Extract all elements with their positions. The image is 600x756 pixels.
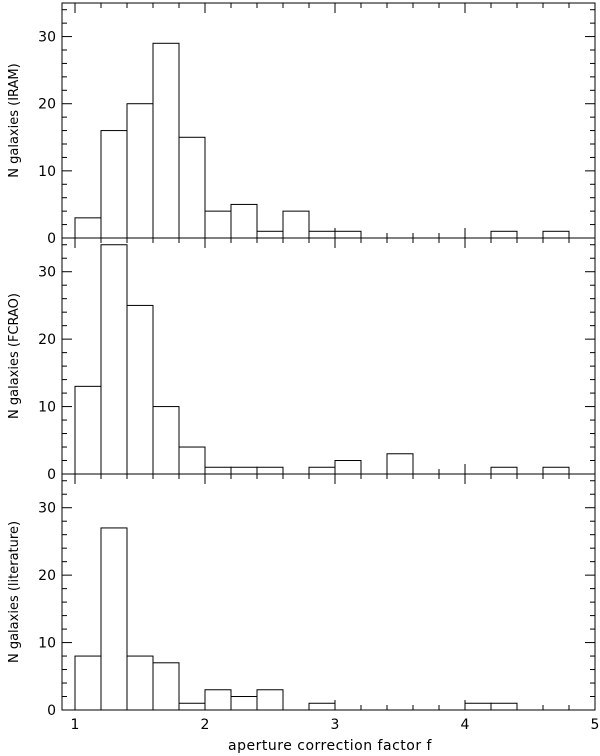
histogram-bar	[256, 230, 284, 239]
histogram-bar	[178, 702, 206, 711]
x-tick-label: 3	[331, 717, 340, 733]
histogram-bar	[464, 702, 492, 711]
x-axis-tick-labels: 1 2 3 4 5	[71, 717, 600, 733]
histogram-bar	[74, 385, 102, 475]
histogram-bar	[308, 466, 336, 475]
y-tick-label: 30	[38, 265, 56, 281]
y-tick-label: 20	[38, 97, 56, 113]
y-tick-label: 0	[47, 231, 56, 247]
histogram-bar	[204, 210, 232, 239]
plot-frame	[61, 473, 596, 711]
panel-bottom: 0 10 20 30 N galaxies (literature)	[7, 473, 596, 719]
histogram-bar	[230, 203, 258, 239]
histogram-bar	[490, 702, 518, 711]
y-tick-label: 20	[38, 568, 56, 584]
histogram-bar	[204, 689, 232, 711]
x-axis-label: aperture correction factor f	[228, 738, 432, 754]
histogram-bar	[178, 136, 206, 239]
panels-group: 0 10 20 30 N galaxies (IRAM) 0 10 20 30 N galaxie…	[7, 2, 596, 719]
y-tick-label: 20	[38, 332, 56, 348]
panel-middle: 0 10 20 30 N galaxies (FCRAO)	[7, 237, 596, 483]
y-axis-label: N galaxies (IRAM)	[7, 63, 22, 177]
y-tick-label: 10	[38, 636, 56, 652]
y-tick-label: 10	[38, 164, 56, 180]
y-tick-label: 10	[38, 400, 56, 416]
histogram-bar	[542, 466, 570, 475]
histogram-bar	[204, 466, 232, 475]
histogram-bar	[152, 406, 180, 475]
x-tick-label: 2	[201, 717, 210, 733]
x-tick-label: 5	[591, 717, 600, 733]
histogram-bar	[126, 103, 154, 239]
histogram-bar	[230, 696, 258, 711]
histogram-bar	[126, 655, 154, 711]
histogram-bar	[74, 217, 102, 239]
histogram-bar	[100, 244, 128, 475]
histogram-bar	[152, 42, 180, 239]
y-tick-label: 0	[47, 467, 56, 483]
x-tick-label: 4	[461, 717, 470, 733]
histogram-bar	[74, 655, 102, 711]
histogram-bar	[282, 210, 310, 239]
histogram-bar	[178, 446, 206, 475]
histogram-bar	[542, 230, 570, 239]
histogram-bar	[386, 453, 414, 475]
histogram-bar	[230, 466, 258, 475]
y-tick-label: 0	[47, 703, 56, 719]
plot-frame	[61, 2, 596, 239]
histogram-bar	[308, 230, 336, 239]
panel-top: 0 10 20 30 N galaxies (IRAM)	[7, 2, 596, 247]
histogram-bar	[490, 466, 518, 475]
histogram-bar	[490, 230, 518, 239]
y-axis-label: N galaxies (FCRAO)	[7, 293, 22, 419]
plot-frame	[61, 237, 596, 475]
histogram-bar	[126, 304, 154, 475]
y-tick-label: 30	[38, 30, 56, 46]
x-tick-label: 1	[71, 717, 80, 733]
histogram-bar	[334, 230, 362, 239]
histogram-bar	[256, 689, 284, 711]
y-tick-label: 30	[38, 501, 56, 517]
histogram-bar	[152, 662, 180, 711]
histogram-bar	[100, 527, 128, 711]
histogram-bar	[308, 702, 336, 711]
histogram-bar	[256, 466, 284, 475]
y-axis-label: N galaxies (literature)	[7, 521, 22, 663]
histogram-bar	[100, 130, 128, 239]
histogram-bar	[334, 460, 362, 475]
